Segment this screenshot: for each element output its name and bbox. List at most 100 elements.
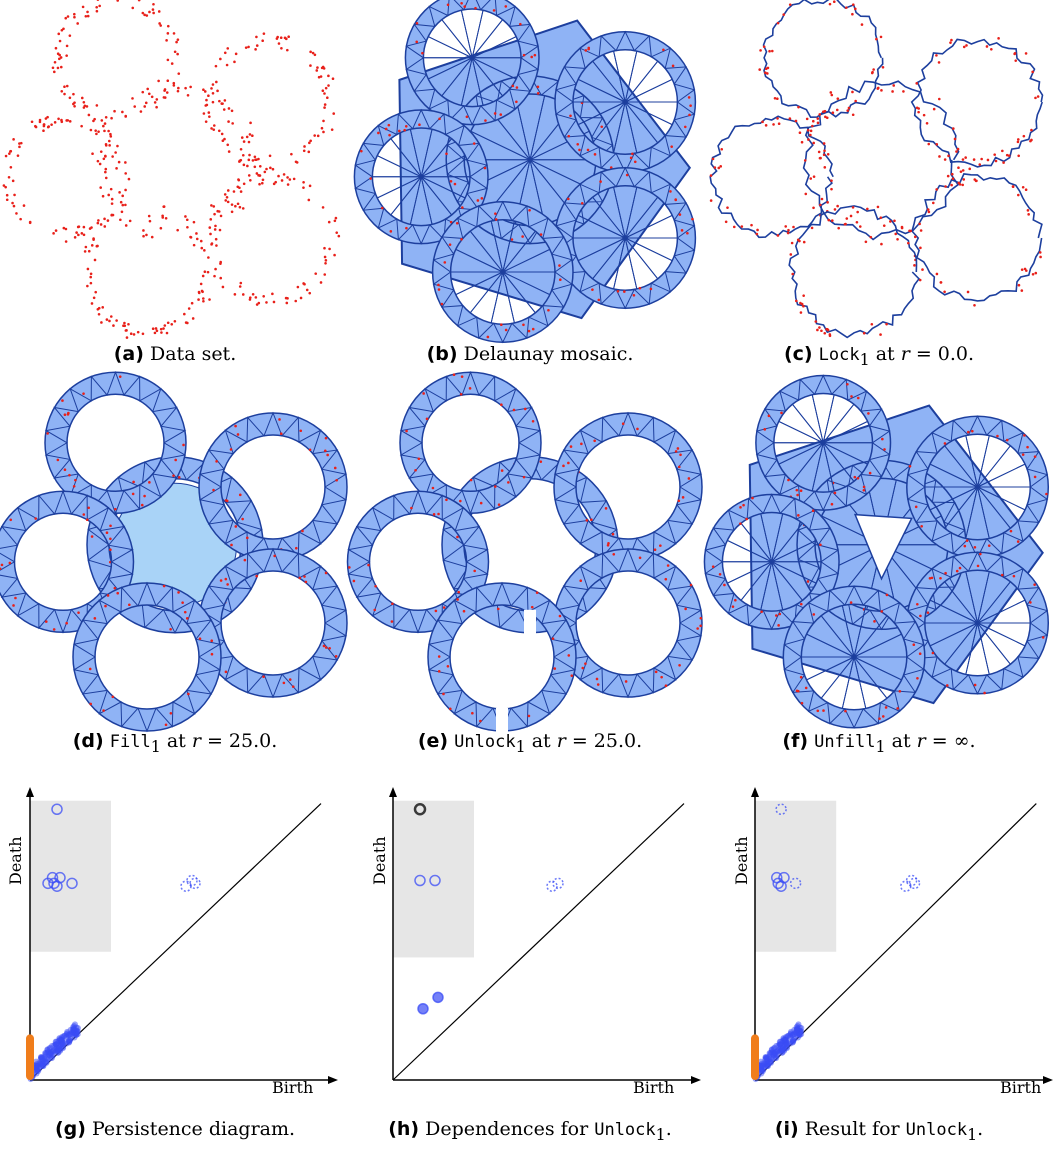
data-point <box>818 113 822 116</box>
data-point <box>826 201 829 204</box>
data-point <box>261 181 264 185</box>
data-point <box>1002 161 1005 164</box>
data-point <box>313 134 316 137</box>
data-point <box>139 110 143 113</box>
data-point <box>816 117 820 120</box>
data-point <box>215 244 218 247</box>
data-point <box>669 190 672 193</box>
data-point <box>898 690 902 693</box>
data-point <box>215 460 218 463</box>
data-point <box>835 108 839 112</box>
data-point <box>218 228 222 232</box>
data-point <box>916 602 919 606</box>
data-point <box>166 79 170 82</box>
data-point <box>291 685 295 688</box>
data-point <box>162 327 165 330</box>
data-point <box>323 106 326 109</box>
data-point <box>230 109 234 113</box>
data-point <box>132 333 136 336</box>
data-point <box>437 512 440 516</box>
data-point <box>110 116 113 120</box>
data-point <box>1005 153 1009 157</box>
data-point <box>5 193 9 197</box>
data-point <box>912 643 916 647</box>
persistence-point <box>778 1049 785 1056</box>
data-point <box>229 448 233 451</box>
data-point <box>612 553 616 556</box>
y-axis-arrow <box>389 787 397 797</box>
data-point <box>119 218 122 222</box>
data-point <box>214 64 218 68</box>
data-point <box>1030 138 1033 142</box>
data-point <box>56 66 60 70</box>
data-point <box>797 514 800 517</box>
data-point <box>148 92 151 96</box>
data-point <box>177 591 180 594</box>
data-point <box>872 68 875 71</box>
data-point <box>800 140 804 144</box>
data-point <box>176 38 180 41</box>
data-point <box>177 86 180 90</box>
data-point <box>207 256 210 259</box>
data-point <box>159 226 163 230</box>
data-point <box>109 548 112 552</box>
data-point <box>103 225 107 228</box>
cut-gap <box>524 609 536 636</box>
data-point <box>230 203 234 206</box>
data-point <box>226 189 230 192</box>
data-point <box>201 274 205 278</box>
data-point <box>473 569 476 573</box>
data-point <box>798 131 802 135</box>
data-point <box>927 210 931 214</box>
data-point <box>239 281 243 285</box>
ring-inner-edge <box>220 570 326 676</box>
data-point <box>202 299 205 303</box>
data-point <box>593 439 596 443</box>
data-point <box>333 253 336 257</box>
data-point <box>596 683 600 686</box>
data-point <box>494 218 498 221</box>
data-point <box>209 232 212 236</box>
data-point <box>551 637 555 640</box>
data-point <box>97 312 101 316</box>
lock-complex <box>709 0 1044 339</box>
data-point <box>851 12 854 16</box>
data-point <box>319 75 323 78</box>
data-point <box>790 241 794 245</box>
data-point <box>531 419 535 423</box>
data-point <box>750 223 753 227</box>
data-point <box>881 66 885 69</box>
ring-inner-edge <box>421 393 520 493</box>
data-point <box>157 10 161 13</box>
data-point <box>950 183 953 187</box>
data-point <box>828 2 832 6</box>
persistence-point <box>34 1063 41 1070</box>
data-point <box>158 22 161 25</box>
data-point <box>587 46 591 50</box>
data-point <box>323 273 327 276</box>
data-point <box>159 327 163 331</box>
data-point <box>802 294 805 297</box>
data-point <box>448 243 452 246</box>
data-point <box>95 244 99 248</box>
data-point <box>227 150 231 153</box>
data-point <box>109 315 113 318</box>
data-point <box>324 261 327 265</box>
data-point <box>142 234 145 238</box>
data-point <box>950 38 953 42</box>
data-point <box>873 620 876 623</box>
data-point <box>562 464 565 468</box>
data-point <box>302 149 306 153</box>
ring-band <box>704 494 840 630</box>
diagonal <box>392 803 685 1081</box>
data-point <box>943 442 947 445</box>
data-point <box>687 477 691 480</box>
data-point <box>204 120 208 123</box>
data-point <box>247 45 250 49</box>
data-point <box>384 127 388 131</box>
data-point <box>19 217 22 221</box>
data-point <box>216 89 219 93</box>
data-point <box>52 232 55 235</box>
data-point <box>621 422 625 426</box>
data-point <box>522 53 526 57</box>
